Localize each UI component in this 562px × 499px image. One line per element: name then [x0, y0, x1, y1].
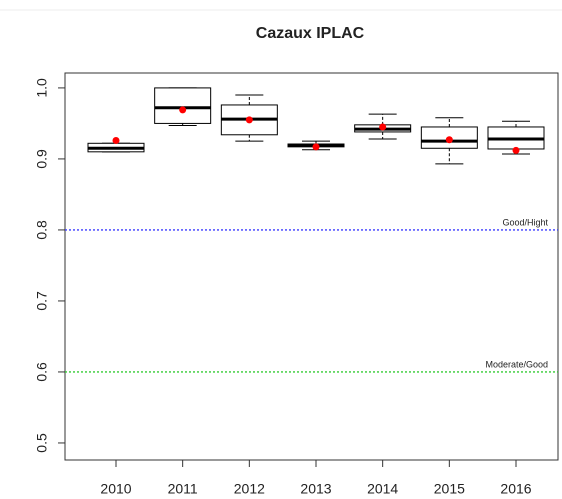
y-tick-label: 0.8	[34, 220, 50, 240]
y-tick-label: 0.6	[34, 362, 50, 382]
x-tick-label: 2011	[168, 481, 198, 497]
y-tick-label: 0.5	[34, 433, 50, 453]
reference-label: Good/Hight	[502, 217, 548, 227]
mean-dot	[379, 123, 387, 131]
mean-dot	[445, 136, 453, 144]
x-tick-label: 2013	[300, 481, 331, 497]
x-tick-label: 2014	[367, 481, 398, 497]
plot-frame	[64, 72, 559, 461]
mean-dot	[512, 146, 520, 154]
mean-dot	[179, 106, 187, 114]
x-tick-label: 2012	[234, 481, 265, 497]
mean-dot	[112, 136, 120, 144]
y-tick-label: 0.7	[34, 291, 50, 311]
y-tick-label: 0.9	[34, 149, 50, 169]
x-tick-label: 2015	[434, 481, 465, 497]
mean-dot	[312, 143, 320, 151]
reference-label: Moderate/Good	[485, 359, 548, 369]
x-tick-label: 2016	[500, 481, 531, 497]
box	[154, 87, 212, 124]
x-tick-label: 2010	[100, 481, 131, 497]
chart-title: Cazaux IPLAC	[256, 25, 365, 42]
y-tick-label: 1.0	[34, 78, 50, 98]
mean-dot	[245, 116, 253, 124]
